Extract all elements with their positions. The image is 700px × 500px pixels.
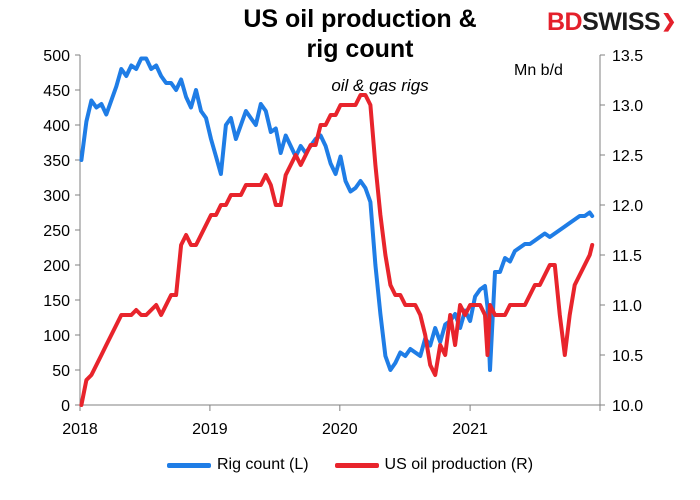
x-tick-label: 2019 [192, 421, 228, 438]
legend-label-oil: US oil production (R) [384, 456, 534, 473]
brand-chevron-icon: ❯ [661, 11, 676, 31]
series-line-oil-production [79, 93, 595, 407]
chart-title-line1: US oil production & [243, 5, 477, 33]
chart-title: US oil production & rig count [190, 4, 530, 64]
left-tick-label: 100 [43, 328, 70, 345]
left-tick-label: 350 [43, 153, 70, 170]
right-tick-label: 10.0 [612, 398, 643, 415]
left-tick-label: 300 [43, 188, 70, 205]
right-tick-label: 11.0 [612, 298, 642, 315]
right-tick-label: 12.0 [612, 198, 643, 215]
chart-subtitle: oil & gas rigs [331, 76, 429, 95]
left-tick-label: 50 [52, 363, 70, 380]
legend-swatch-rig [166, 462, 211, 468]
brand-logo-part2: SWISS [582, 8, 661, 36]
left-tick-label: 0 [61, 398, 70, 415]
brand-logo-part1: BD [547, 8, 583, 36]
left-tick-label: 450 [43, 83, 70, 100]
legend-item-oil: US oil production (R) [334, 456, 534, 474]
right-tick-label: 12.5 [612, 148, 643, 165]
x-tick-label: 2020 [322, 421, 358, 438]
right-tick-label: 10.5 [612, 348, 643, 365]
x-axis-ticks: 2018 2019 2020 2021 [62, 405, 601, 438]
x-tick-label: 2021 [452, 421, 488, 438]
chart-title-line2: rig count [306, 35, 414, 63]
legend-label-rig: Rig count (L) [216, 456, 309, 473]
left-tick-label: 500 [43, 48, 70, 65]
brand-logo: BDSWISS❯ [547, 8, 676, 37]
right-tick-label: 13.5 [612, 48, 643, 65]
left-tick-label: 400 [43, 118, 70, 135]
left-tick-label: 250 [43, 223, 70, 240]
series-line-rig-count [79, 56, 595, 372]
left-axis-ticks: 0 50 100 150 200 250 300 350 400 450 500 [43, 48, 80, 415]
right-axis-unit: Mn b/d [514, 62, 563, 79]
left-tick-label: 200 [43, 258, 70, 275]
x-tick-label: 2018 [62, 421, 98, 438]
right-tick-label: 11.5 [612, 248, 642, 265]
right-tick-label: 13.0 [612, 98, 643, 115]
right-axis-ticks: 10.0 10.5 11.0 11.5 12.0 12.5 13.0 13.5 [600, 48, 643, 415]
left-tick-label: 150 [43, 293, 70, 310]
legend-swatch-oil [334, 462, 379, 468]
legend-item-rig: Rig count (L) [166, 456, 309, 474]
legend: Rig count (L) US oil production (R) [0, 456, 700, 474]
